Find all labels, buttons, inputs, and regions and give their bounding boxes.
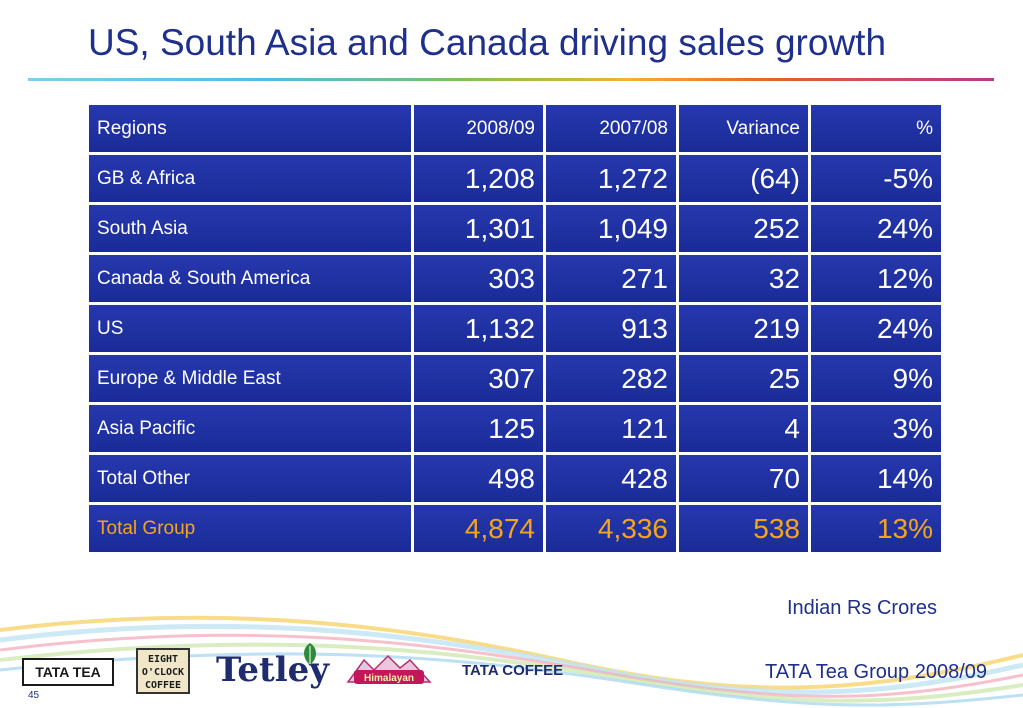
region-cell: Total Other [89,455,411,502]
value-2008-09: 1,132 [414,305,543,352]
value-2007-08: 282 [546,355,676,402]
total-2008-09: 4,874 [414,505,543,552]
region-cell: Canada & South America [89,255,411,302]
value-variance: 25 [679,355,808,402]
value-2007-08: 1,049 [546,205,676,252]
value-percent: 14% [811,455,941,502]
eight-oclock-line-1: EIGHT [147,654,179,665]
eight-oclock-line-2: O'CLOCK [141,667,185,678]
region-cell: Europe & Middle East [89,355,411,402]
value-2008-09: 1,301 [414,205,543,252]
total-row: Total Group 4,874 4,336 538 13% [89,505,941,552]
himalayan-text: Himalayan [364,673,414,684]
decorative-swoosh [0,615,1023,707]
value-2008-09: 303 [414,255,543,302]
region-cell: GB & Africa [89,155,411,202]
himalayan-logo: Himalayan [346,654,432,684]
value-variance: 219 [679,305,808,352]
value-2008-09: 125 [414,405,543,452]
region-cell: South Asia [89,205,411,252]
tata-coffee-logo: TATA COFFEE [462,662,564,679]
header-percent: % [811,105,941,152]
value-percent: 9% [811,355,941,402]
value-variance: 4 [679,405,808,452]
value-2007-08: 121 [546,405,676,452]
value-2007-08: 428 [546,455,676,502]
header-variance: Variance [679,105,808,152]
slide-title: US, South Asia and Canada driving sales … [88,22,887,63]
region-cell: US [89,305,411,352]
value-percent: 24% [811,305,941,352]
header-regions: Regions [89,105,411,152]
value-percent: 24% [811,205,941,252]
table-row: GB & Africa 1,208 1,272 (64) -5% [89,155,941,202]
eight-oclock-line-3: COFFEE [144,680,182,691]
page-number: 45 [28,690,40,701]
eight-oclock-coffee-logo: EIGHT O'CLOCK COFFEE [136,648,190,694]
tata-tea-logo: TATA TEA [22,658,114,686]
table-row: Total Other 498 428 70 14% [89,455,941,502]
header-2008-09: 2008/09 [414,105,543,152]
value-2007-08: 271 [546,255,676,302]
title-divider [28,78,994,81]
value-percent: -5% [811,155,941,202]
value-percent: 3% [811,405,941,452]
table-row: South Asia 1,301 1,049 252 24% [89,205,941,252]
table-header-row: Regions 2008/09 2007/08 Variance % [89,105,941,152]
table-row: US 1,132 913 219 24% [89,305,941,352]
value-2008-09: 1,208 [414,155,543,202]
total-region-cell: Total Group [89,505,411,552]
total-variance: 538 [679,505,808,552]
footer-text: TATA Tea Group 2008/09 [765,661,987,683]
value-variance: 252 [679,205,808,252]
value-variance: 32 [679,255,808,302]
tetley-leaf-icon [304,643,316,665]
units-note: Indian Rs Crores [786,597,937,619]
total-percent: 13% [811,505,941,552]
value-variance: (64) [679,155,808,202]
table-row: Asia Pacific 125 121 4 3% [89,405,941,452]
value-2007-08: 913 [546,305,676,352]
total-2007-08: 4,336 [546,505,676,552]
table-row: Europe & Middle East 307 282 25 9% [89,355,941,402]
table-row: Canada & South America 303 271 32 12% [89,255,941,302]
sales-table: Regions 2008/09 2007/08 Variance % GB & … [86,102,944,555]
value-2007-08: 1,272 [546,155,676,202]
header-2007-08: 2007/08 [546,105,676,152]
region-cell: Asia Pacific [89,405,411,452]
value-percent: 12% [811,255,941,302]
value-2008-09: 498 [414,455,543,502]
value-variance: 70 [679,455,808,502]
value-2008-09: 307 [414,355,543,402]
